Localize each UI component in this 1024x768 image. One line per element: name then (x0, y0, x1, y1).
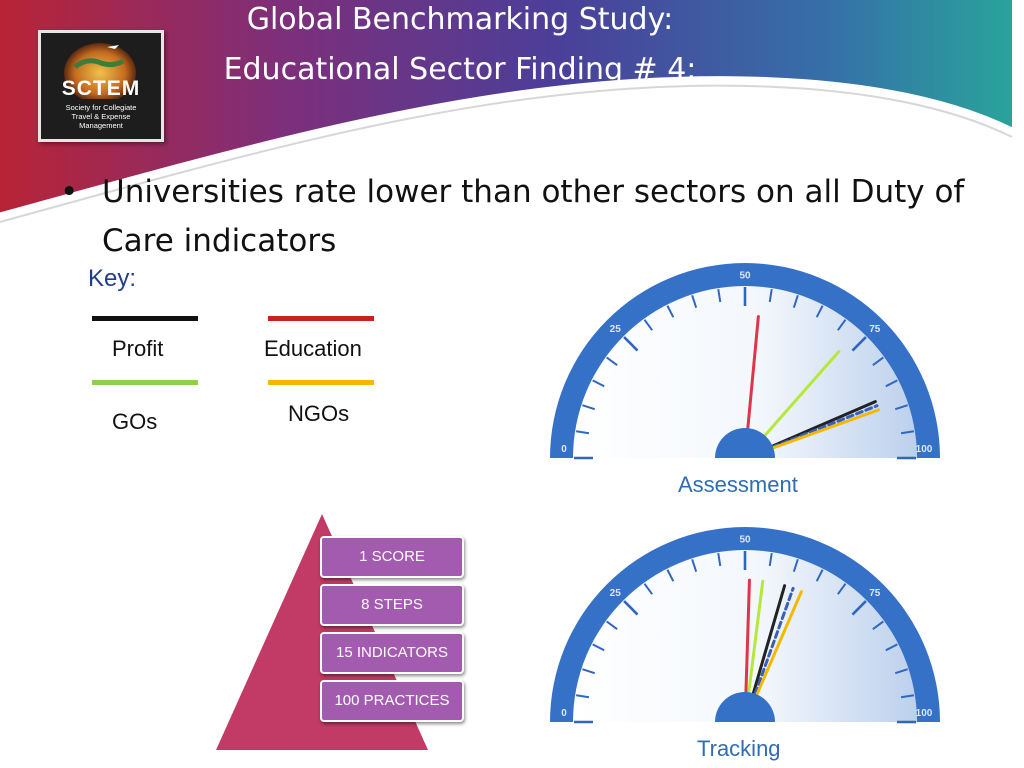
gauge-tick (815, 569, 824, 582)
gauge-tick (885, 379, 898, 388)
gauge-tick (575, 430, 590, 435)
gauge-tick (837, 319, 847, 331)
gauge-tick (872, 356, 884, 366)
gauge-tick-label: 75 (869, 588, 881, 599)
gauge-tick-label: 100 (916, 444, 933, 455)
gauge-tick-label: 100 (916, 708, 933, 719)
gauge-tick (900, 694, 915, 699)
gauge-face (573, 286, 917, 458)
key-text-ngos: NGOs (288, 401, 350, 426)
gauge-tick (851, 600, 867, 616)
gauge-tick (606, 620, 618, 630)
gauge-tick (582, 404, 596, 411)
tracking-gauge: 0 25 50 75 100 (550, 527, 940, 724)
gauge-tick-label: 0 (561, 444, 567, 455)
bullet-text: Universities rate lower than other secto… (102, 174, 965, 259)
gauge-tick (815, 305, 824, 318)
gauge-tick (717, 288, 722, 303)
gauge-tick (851, 336, 867, 352)
gauge-tick (623, 600, 639, 616)
assessment-gauge: 0 25 50 75 100 (550, 263, 940, 460)
needle-gos (744, 579, 765, 714)
gauge-tick (717, 552, 722, 567)
key-label: Key: (88, 265, 137, 292)
logo-tagline-3: Management (79, 121, 123, 130)
key-text-profit: Profit (112, 336, 164, 361)
gauge-tick (894, 668, 908, 675)
key-line-gos (92, 380, 198, 385)
gauge-tick (885, 643, 898, 652)
gauge-tick-label: 25 (610, 588, 622, 599)
slide-title-line-1: Global Benchmarking Study: (246, 2, 674, 37)
gauge-tick (691, 295, 698, 309)
key-line-education (268, 316, 374, 321)
bullet-marker: • (60, 174, 79, 210)
gauge-tick (592, 379, 605, 388)
gauge-tick-label: 0 (561, 708, 567, 719)
gauge-tick (582, 668, 596, 675)
gauge-hub (715, 428, 775, 458)
slide-title-line-2: Educational Sector Finding # 4: (223, 52, 697, 87)
gauge-hub (715, 692, 775, 722)
logo-tagline-2: Travel & Expense (71, 112, 131, 121)
step-practices: 100 PRACTICES (320, 680, 464, 722)
needle-education (743, 578, 751, 714)
gauge-tick (872, 620, 884, 630)
step-score: 1 SCORE (320, 536, 464, 578)
gauge-tick-label: 50 (739, 271, 751, 282)
gauge-tick (606, 356, 618, 366)
gauge-tick (666, 305, 675, 318)
gauge-tick (592, 643, 605, 652)
gauge-tick (666, 569, 675, 582)
logo-tagline: Society for Collegiate Travel & Expense … (41, 103, 161, 130)
header-banner (0, 0, 1014, 223)
gauge-tick (575, 694, 590, 699)
key-text-gos: GOs (112, 409, 158, 434)
key-line-profit (92, 316, 198, 321)
gauge-tick (691, 559, 698, 573)
globe-icon (64, 43, 136, 99)
tracking-caption: Tracking (697, 736, 781, 761)
logo-brand-text: SCTEM (61, 77, 141, 100)
step-indicators: 15 INDICATORS (320, 632, 464, 674)
key-line-ngos (268, 380, 374, 385)
gauge-tick-label: 25 (610, 324, 622, 335)
gauge-tick (894, 404, 908, 411)
gauge-tick (623, 336, 639, 352)
gauge-tick (792, 295, 799, 309)
gauge-tick-label: 75 (869, 324, 881, 335)
key-text-education: Education (264, 336, 362, 361)
gauge-tick (792, 559, 799, 573)
step-steps: 8 STEPS (320, 584, 464, 626)
gauge-face (573, 550, 917, 722)
needle-profit-dashed (746, 586, 795, 715)
gauge-tick (768, 288, 773, 303)
sctem-logo: SCTEM Society for Collegiate Travel & Ex… (38, 30, 164, 142)
gauge-tick (643, 319, 653, 331)
gauge-tick-label: 50 (739, 535, 751, 546)
gauge-tick (768, 552, 773, 567)
gauge-tick (643, 583, 653, 595)
needle-education (744, 315, 760, 450)
needle-ngos (752, 408, 881, 457)
logo-tagline-1: Society for Collegiate (65, 103, 137, 112)
needle-gos (750, 349, 841, 452)
gauge-tick (900, 430, 915, 435)
needle-profit (746, 584, 787, 714)
assessment-caption: Assessment (678, 472, 798, 497)
needle-ngos (747, 590, 803, 715)
gauge-tick (837, 583, 847, 595)
